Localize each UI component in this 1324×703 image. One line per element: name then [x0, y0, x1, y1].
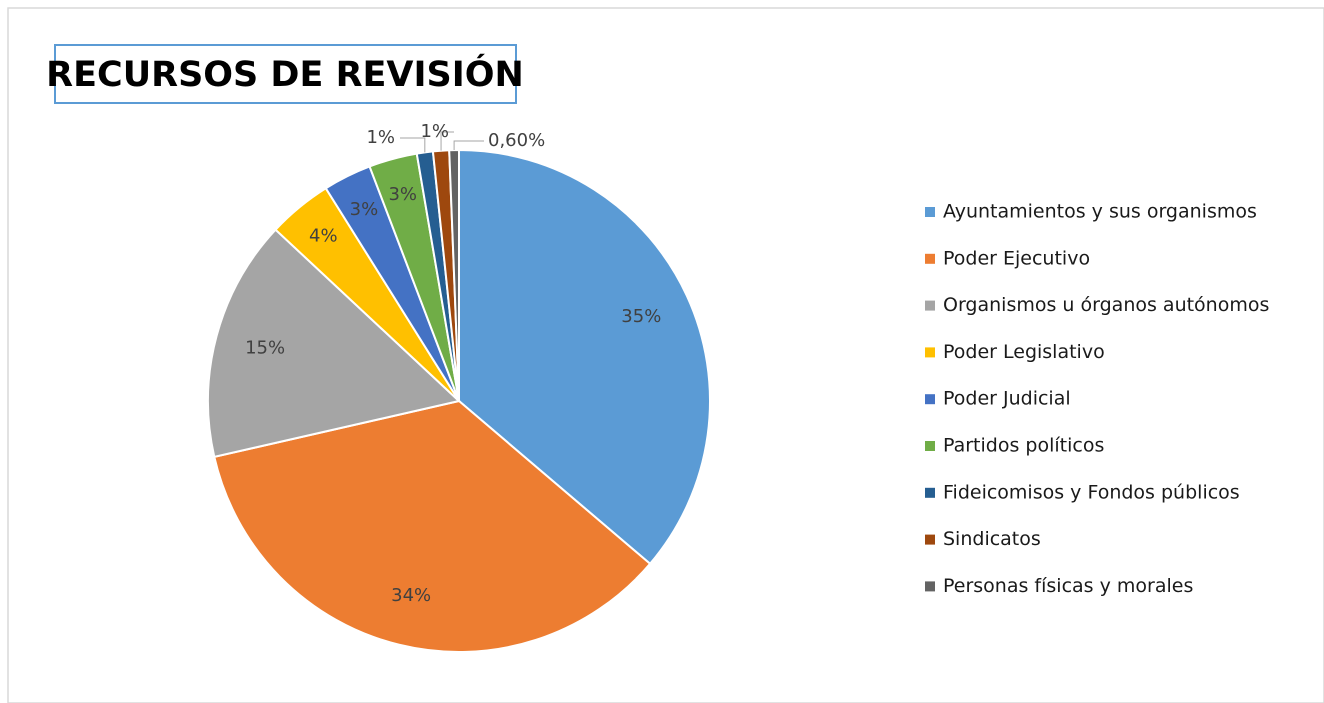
legend-label: Poder Legislativo — [943, 341, 1105, 363]
legend-swatch — [925, 253, 935, 264]
title-box — [54, 44, 517, 104]
legend-swatch — [925, 347, 935, 358]
legend-swatch — [925, 581, 935, 592]
data-label: 1% — [420, 121, 449, 142]
legend-label: Organismos u órganos autónomos — [943, 294, 1269, 316]
leader-line — [453, 140, 484, 151]
legend-label: Partidos políticos — [943, 435, 1104, 457]
legend-label: Poder Ejecutivo — [943, 247, 1090, 269]
legend-label: Sindicatos — [943, 528, 1041, 550]
legend-label: Personas físicas y morales — [943, 575, 1193, 597]
data-label: 1% — [366, 127, 395, 148]
legend-label: Poder Judicial — [943, 388, 1071, 410]
data-label: 35% — [621, 306, 661, 327]
pie-slice — [213, 399, 652, 653]
legend-swatch — [925, 394, 935, 405]
leader-line — [400, 137, 426, 153]
data-label: 4% — [309, 225, 338, 246]
legend-swatch — [925, 534, 935, 545]
legend-swatch — [925, 441, 935, 451]
data-label: 3% — [350, 199, 379, 220]
legend-swatch — [925, 487, 935, 498]
data-label: 15% — [245, 338, 285, 359]
legend-swatch — [925, 300, 935, 311]
pie-slice — [207, 228, 462, 459]
leader-line — [440, 131, 454, 151]
legend-label: Ayuntamientos y sus organismos — [943, 201, 1257, 223]
legend-label: Fideicomisos y Fondos públicos — [943, 481, 1240, 503]
data-label: 3% — [388, 184, 417, 205]
chart-title: RECURSOS DE REVISIÓN — [46, 53, 524, 95]
pie-slice — [458, 148, 711, 566]
data-label: 34% — [391, 585, 431, 606]
legend-swatch — [925, 207, 935, 217]
data-label: 0,60% — [488, 130, 545, 151]
